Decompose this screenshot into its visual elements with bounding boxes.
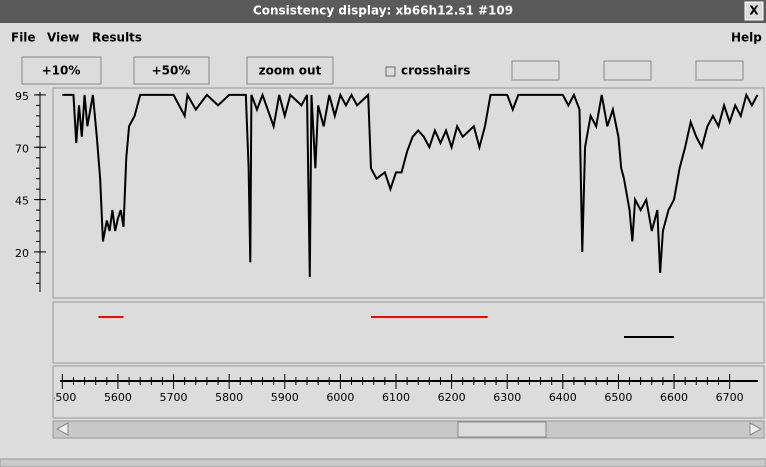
scroll-thumb[interactable] (457, 421, 547, 438)
text-field[interactable] (603, 60, 652, 81)
checkbox[interactable] (385, 66, 396, 77)
menu-help[interactable]: Help (731, 31, 762, 45)
close-label[interactable]: X (749, 4, 759, 18)
button[interactable] (246, 56, 334, 85)
text-field[interactable] (695, 60, 744, 81)
x-tick-label: 5800 (215, 391, 243, 404)
x-tick-label: 5600 (104, 391, 132, 404)
x-tick-label: 6400 (549, 391, 577, 404)
y-tick-label: 45 (15, 195, 29, 208)
button-label[interactable]: zoom out (259, 64, 322, 78)
buttons: +10% +50% zoom out crosshairs (21, 56, 744, 85)
y-tick-label: 20 (15, 247, 29, 260)
title-bar (0, 0, 766, 23)
y-tick-label: 95 (15, 90, 29, 103)
marker-panel (52, 301, 765, 364)
trace (62, 91, 759, 278)
x-tick-label: 6500 (604, 391, 632, 404)
scroll-left[interactable] (55, 422, 69, 436)
button[interactable] (21, 56, 102, 85)
text-field[interactable] (511, 60, 560, 81)
x-tick-label: 6700 (716, 391, 744, 404)
y-tick-label: 70 (15, 142, 29, 155)
window-title: Consistency display: xb66h12.s1 #109 (253, 4, 513, 18)
status-strip (0, 458, 766, 467)
scrollbar[interactable] (52, 420, 765, 439)
button-label[interactable]: +50% (152, 64, 191, 78)
checkbox-label[interactable]: crosshairs (401, 64, 470, 78)
button-label[interactable]: +10% (42, 64, 81, 78)
close-button[interactable] (744, 1, 764, 21)
scroll-right[interactable] (749, 422, 763, 436)
menu-results[interactable]: Results (92, 31, 142, 45)
menu-file[interactable]: File (11, 31, 36, 45)
x-tick-label: 6300 (493, 391, 521, 404)
ruler-panel (52, 365, 765, 419)
x-tick-label: 5700 (160, 391, 188, 404)
x-tick-label: 5500 (48, 391, 76, 404)
x-tick-label: 6100 (382, 391, 410, 404)
x-tick-label: 5900 (271, 391, 299, 404)
x-tick-label: 6200 (438, 391, 466, 404)
plot-panel (52, 87, 765, 299)
button[interactable] (133, 56, 210, 85)
x-tick-label: 6600 (660, 391, 688, 404)
menu-view[interactable]: View (47, 31, 79, 45)
x-tick-label: 6000 (326, 391, 354, 404)
